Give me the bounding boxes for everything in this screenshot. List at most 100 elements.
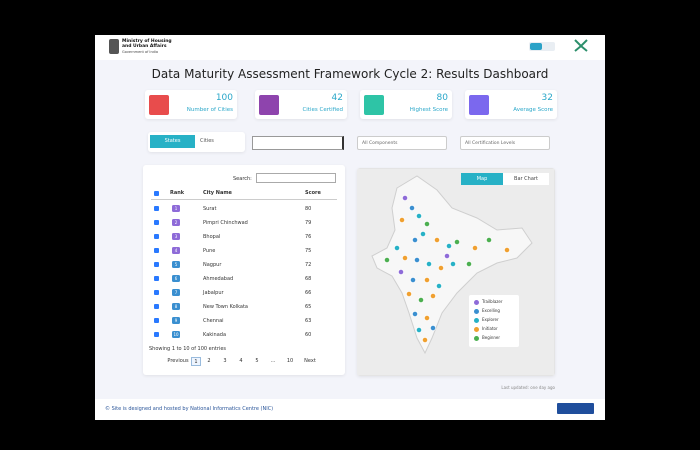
map-pin[interactable] [424, 277, 430, 283]
row-checkbox[interactable] [154, 304, 159, 309]
page-button[interactable]: 3 [223, 358, 227, 364]
map-pin[interactable] [416, 327, 422, 333]
city-score: 75 [305, 248, 312, 254]
map-pin[interactable] [466, 261, 472, 267]
page: Ministry of Housing and Urban Affairs Go… [95, 35, 605, 420]
city-score: 79 [305, 220, 312, 226]
stat-value: 42 [331, 93, 343, 103]
stat-card: 80 Highest Score [360, 90, 452, 119]
map-pin[interactable] [384, 257, 390, 263]
stat-value: 100 [215, 93, 233, 103]
tab-cities[interactable]: Cities [200, 138, 214, 144]
map-pin[interactable] [430, 325, 436, 331]
map-pin[interactable] [418, 297, 424, 303]
map-pin[interactable] [402, 255, 408, 261]
map-pin[interactable] [424, 221, 430, 227]
city-score: 68 [305, 276, 312, 282]
map-pin[interactable] [436, 283, 442, 289]
map-card: Map Bar Chart Trailblazer Excelling Explor… [357, 168, 555, 376]
row-checkbox[interactable] [154, 220, 159, 225]
rank-badge: 3 [172, 233, 180, 240]
map-pin[interactable] [402, 195, 408, 201]
ministry-name: Ministry of Housing and Urban Affairs [122, 39, 172, 49]
row-checkbox[interactable] [154, 332, 159, 337]
map-pin[interactable] [416, 213, 422, 219]
map-pin[interactable] [410, 277, 416, 283]
row-checkbox[interactable] [154, 248, 159, 253]
page-button[interactable]: 10 [286, 358, 294, 364]
map-pin[interactable] [394, 245, 400, 251]
legend-label: Beginner [482, 335, 501, 340]
city-name: Jabalpur [203, 290, 224, 296]
map-pin[interactable] [430, 293, 436, 299]
map-pin[interactable] [444, 253, 450, 259]
map [357, 168, 555, 376]
map-pin[interactable] [454, 239, 460, 245]
map-pin[interactable] [472, 245, 478, 251]
map-tab[interactable]: Map [461, 173, 503, 185]
toggle-active [530, 43, 542, 50]
row-checkbox[interactable] [154, 234, 159, 239]
map-pin[interactable] [409, 205, 415, 211]
map-pin[interactable] [398, 269, 404, 275]
map-pin[interactable] [426, 261, 432, 267]
components-dropdown[interactable]: All Components [357, 136, 447, 150]
column-header[interactable]: City Name [203, 190, 232, 196]
legend-label: Explorer [482, 317, 499, 322]
page-button[interactable]: … [270, 358, 276, 364]
row-checkbox[interactable] [154, 206, 159, 211]
stat-card: 32 Average Score [465, 90, 557, 119]
rank-badge: 1 [172, 205, 180, 212]
rank-badge: 5 [172, 261, 180, 268]
map-pin[interactable] [406, 291, 412, 297]
logo-graphic [574, 39, 588, 52]
top-bar: Ministry of Housing and Urban Affairs Go… [95, 35, 605, 60]
map-pin[interactable] [434, 237, 440, 243]
select-all-checkbox[interactable] [154, 191, 159, 196]
map-pin[interactable] [486, 237, 492, 243]
column-header[interactable]: Score [305, 190, 321, 196]
rank-badge: 9 [172, 317, 180, 324]
page-button[interactable]: 4 [239, 358, 243, 364]
map-pin[interactable] [414, 257, 420, 263]
map-pin[interactable] [450, 261, 456, 267]
row-checkbox[interactable] [154, 262, 159, 267]
row-checkbox[interactable] [154, 276, 159, 281]
map-pin[interactable] [412, 237, 418, 243]
city-score: 65 [305, 304, 312, 310]
levels-dropdown[interactable]: All Certification Levels [460, 136, 550, 150]
map-pin[interactable] [412, 311, 418, 317]
city-score: 80 [305, 206, 312, 212]
page-button[interactable]: Next [304, 358, 316, 364]
stat-label: Highest Score [409, 107, 448, 113]
page-button[interactable]: 1 [191, 357, 201, 366]
map-legend: Trailblazer Excelling Explorer Initiator Beg… [469, 295, 519, 347]
map-pin[interactable] [438, 265, 444, 271]
rank-badge: 2 [172, 219, 180, 226]
page-button[interactable]: 5 [255, 358, 259, 364]
dashboard-title: Data Maturity Assessment Framework Cycle… [151, 67, 549, 81]
map-pin[interactable] [399, 217, 405, 223]
row-checkbox[interactable] [154, 318, 159, 323]
map-pin[interactable] [424, 315, 430, 321]
language-toggle[interactable] [529, 42, 555, 51]
stat-label: Number of Cities [186, 107, 233, 113]
tab-states[interactable]: States [150, 135, 195, 148]
stat-icon [469, 95, 489, 115]
rank-badge: 4 [172, 247, 180, 254]
search-input[interactable] [252, 136, 344, 150]
page-button[interactable]: 2 [207, 358, 211, 364]
map-pin[interactable] [446, 243, 452, 249]
city-score: 63 [305, 318, 312, 324]
page-button[interactable]: Previous [167, 358, 189, 364]
map-pin[interactable] [422, 337, 428, 343]
map-pin[interactable] [420, 231, 426, 237]
bar-chart-tab[interactable]: Bar Chart [503, 173, 549, 185]
map-pin[interactable] [504, 247, 510, 253]
legend-dot [474, 336, 479, 341]
table-search[interactable] [256, 173, 336, 183]
logo-shape [574, 39, 588, 52]
column-header[interactable]: Rank [170, 190, 185, 196]
row-checkbox[interactable] [154, 290, 159, 295]
stat-card: 42 Cities Certified [255, 90, 347, 119]
